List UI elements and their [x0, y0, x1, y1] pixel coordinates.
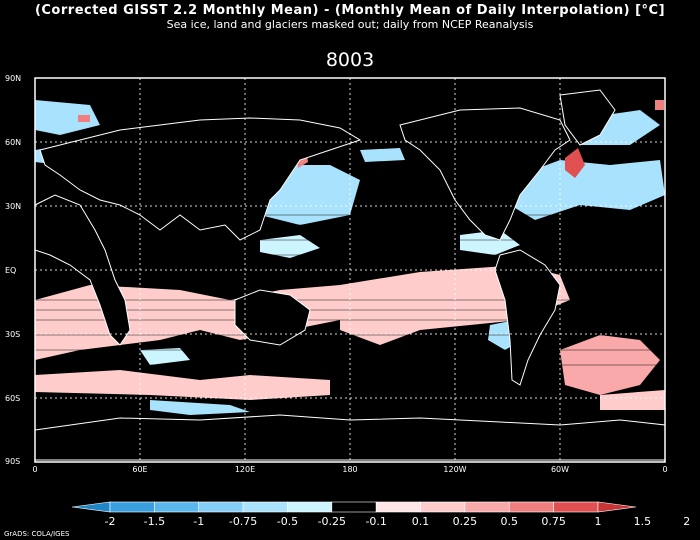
lat-label-60s: 60S [5, 394, 21, 403]
plot-subtitle: Sea ice, land and glaciers masked out; d… [166, 18, 534, 31]
lon-label-180: 180 [342, 465, 358, 474]
colorbar-segment [109, 501, 155, 513]
colorbar-segment [287, 501, 333, 513]
lon-label-60w: 60W [550, 465, 570, 474]
lon-label-0: 0 [32, 465, 38, 474]
warm-anomaly-labrador [565, 148, 585, 178]
lat-label-60n: 60N [5, 138, 22, 147]
colorbar-tick-label: -0.75 [228, 515, 258, 528]
colorbar-tick-label: -1.5 [143, 515, 166, 528]
colorbar-segment [331, 501, 377, 513]
cold-anomaly-south-indian [140, 348, 190, 365]
lat-label-90s: 90S [5, 457, 21, 466]
warm-anomaly-southern-ocean [35, 370, 330, 400]
warm-anomaly-south-atlantic [560, 335, 660, 395]
colorbar-tick-label: -0.1 [365, 515, 387, 528]
colorbar-tick-label: 0.5 [500, 515, 519, 528]
cold-anomaly-tropical-pacific [260, 235, 320, 258]
lon-label-0-end: 0 [662, 465, 668, 474]
coastline-greenland [559, 89, 616, 146]
cold-anomaly-bering [360, 148, 405, 162]
coastlines [34, 89, 666, 461]
colorbar-tick-label: -1 [193, 515, 205, 528]
colorbar-segment [198, 501, 244, 513]
colorbar-tick-label: 1.5 [633, 515, 652, 528]
lon-label-60e: 60E [132, 465, 148, 474]
colorbar-segment [553, 501, 599, 513]
graticule [35, 78, 665, 462]
colorbar-segment [597, 501, 637, 513]
coastline-australia [234, 289, 311, 346]
map-frame [34, 77, 666, 463]
plot-title: (Corrected GISST 2.2 Monthly Mean) - (Mo… [34, 3, 666, 18]
colorbar-tick-label: 2 [683, 515, 691, 528]
cold-anomaly-southern-ocean [150, 400, 250, 415]
colorbar-segment [375, 501, 421, 513]
colorbar-tick-label: -0.25 [317, 515, 347, 528]
colorbar [71, 501, 637, 513]
colorbar-segment [420, 501, 466, 513]
colorbar-segment [242, 501, 288, 513]
lat-label-30n: 30N [5, 202, 22, 211]
grads-credit: GrADS: COLA/IGES [4, 530, 70, 538]
colorbar-tick-label: 0.75 [541, 515, 566, 528]
lat-label-eq: EQ [5, 266, 17, 275]
cold-anomaly-east-pacific [460, 230, 520, 255]
cold-anomaly-north-atlantic [510, 160, 665, 220]
warm-anomaly-atlantic-south-east [600, 390, 665, 410]
colorbar-tick-label: 0.1 [411, 515, 430, 528]
coastline-eurasia [39, 117, 362, 241]
colorbar-segment [464, 501, 510, 513]
lat-label-30s: 30S [5, 330, 21, 339]
warm-anomaly-arctic-spot-2 [655, 100, 664, 110]
cold-anomaly-arctic-west [35, 100, 100, 135]
coastline-africa-eurasia [34, 194, 131, 346]
colorbar-tick-label: 1 [594, 515, 602, 528]
colorbar-tick-label: 0.25 [452, 515, 478, 528]
coastline-north-america [399, 107, 571, 241]
frame-label: 8003 [325, 49, 375, 71]
colorbar-segment [71, 501, 111, 513]
lon-label-120w: 120W [443, 465, 467, 474]
lat-label-90n: 90N [5, 74, 22, 83]
colorbar-tick-label: -2 [104, 515, 116, 528]
lon-label-120e: 120E [234, 465, 256, 474]
colorbar-segment [508, 501, 554, 513]
colorbar-tick-label: -0.5 [276, 515, 299, 528]
coastline-south-america [494, 249, 561, 386]
colorbar-segment [154, 501, 200, 513]
warm-anomaly-arctic-spot [78, 115, 90, 122]
